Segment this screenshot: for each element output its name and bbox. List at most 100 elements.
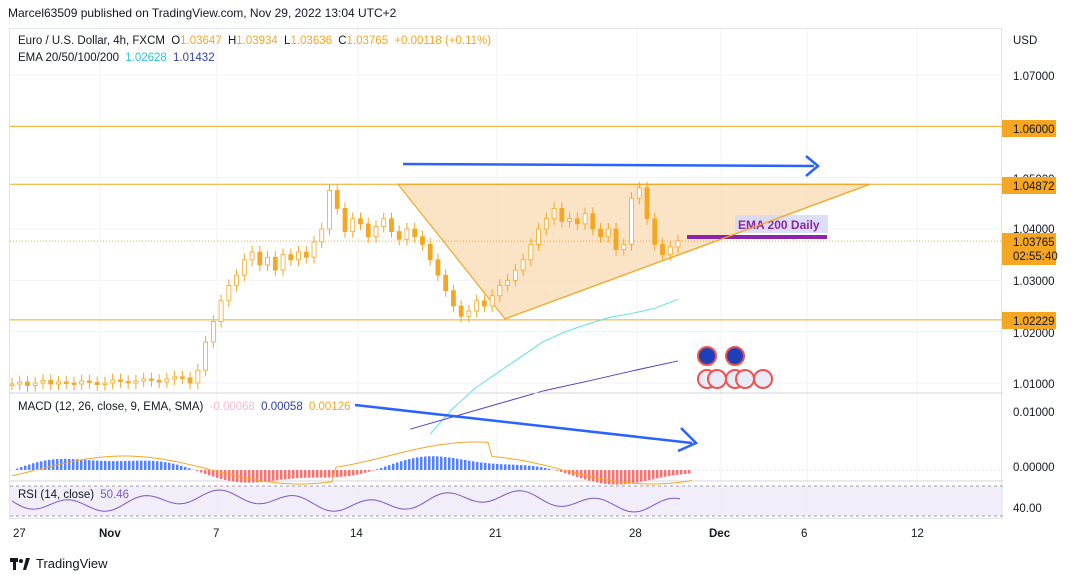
macd-bar [528,465,531,470]
macd-label[interactable]: MACD (12, 26, close, 9, EMA, SMA) [18,401,204,413]
candle-body [481,300,487,307]
date-label: 12 [911,528,924,540]
symbol-title[interactable]: Euro / U.S. Dollar, 4h, FXCM [18,35,165,47]
macd-bar [132,460,135,470]
chart-pane[interactable]: EMA 200 Daily Euro / U.S. Dollar, [9,28,1003,520]
date-label: Dec [709,528,731,540]
macd-bar [44,460,47,470]
candle-body [489,295,495,307]
macd-bar [636,470,639,483]
ema2-value: 1.01432 [173,52,215,64]
macd-bar [444,456,447,470]
level-badge-low[interactable] [1002,312,1056,329]
candle-body [172,376,178,380]
candle-body [94,382,100,385]
rsi-value: 50.46 [100,489,130,501]
candle-body [404,228,410,240]
candle-body [605,228,611,238]
macd-bar [556,470,559,471]
macd-bar [448,457,451,470]
macd-bar [52,459,55,470]
candle-body [528,243,534,261]
macd-bar [60,458,63,470]
vertical-grid [99,29,918,520]
us-flag-icon[interactable] [707,369,727,389]
macd-bar [592,470,595,482]
footer-brand[interactable]: TradingView [10,556,108,571]
last-price-badge[interactable] [1002,233,1056,265]
macd-bar [596,470,599,483]
macd-bar [164,462,167,470]
resistance-arrow[interactable] [402,155,820,177]
macd-bar [432,456,435,470]
candle-body [342,208,348,232]
rsi-label[interactable]: RSI (14, close) [18,489,95,501]
date-label: 28 [629,528,642,540]
macd-bar [524,465,527,470]
us-flag-icon[interactable] [735,369,755,389]
macd-bar [408,459,411,470]
candle-body [234,274,239,286]
macd-bar [188,468,191,470]
economic-event-icons[interactable] [697,346,773,389]
macd-bar [296,470,299,479]
candle-body [210,320,216,343]
macd-bar [688,470,691,474]
macd-bar [616,470,619,485]
macd-bar [288,470,291,479]
level-badge-high-text: 1.06000 [1013,124,1055,136]
macd-bar [644,470,647,481]
candle-body [381,218,387,227]
macd-bar [348,470,351,477]
currency-label: USD [1013,35,1037,47]
price-axis[interactable]: USD 1.07000 1.05000 1.04000 1.03000 1.02… [1002,28,1079,519]
macd-bar [480,462,483,470]
price-tick: 1.07000 [1013,71,1055,83]
us-flag-icon[interactable] [753,369,773,389]
macd-bar [508,464,511,470]
macd-bar [28,464,31,470]
candle-body [148,378,154,381]
macd-bar [404,460,407,470]
macd-bar [128,460,131,470]
macd-bar [640,470,643,482]
macd-bar [424,456,427,470]
ema-200-daily-label-bg [735,215,828,233]
macd-bar [352,470,355,476]
candle-body [497,285,503,297]
candle-body [179,376,185,379]
macd-bar [468,460,471,470]
price-tick: 1.03000 [1013,276,1055,288]
macd-bar [488,463,491,470]
macd-bar [372,470,375,471]
ascending-triangle-pattern[interactable] [396,183,871,320]
candle-body [644,187,650,220]
level-badge-mid[interactable] [1002,177,1056,194]
level-badge-mid-text: 1.04872 [1013,181,1055,193]
macd-bar [516,464,519,470]
candle-body [660,243,665,256]
eu-flag-icon[interactable] [697,346,717,366]
level-badge-high[interactable] [1002,120,1056,137]
macd-bar [160,461,163,470]
low-value: 1.03636 [290,35,333,47]
candle-body [288,254,294,261]
candle-body [102,382,108,385]
eu-flag-icon[interactable] [725,346,745,366]
candle-body [373,226,379,238]
triangle-support-line[interactable] [504,183,871,320]
price-tick: 1.01000 [1013,379,1055,391]
macd-bar [484,462,487,470]
macd-bar [252,470,255,483]
candle-body [412,228,418,238]
ema-label[interactable]: EMA 20/50/100/200 [18,52,120,64]
rsi-line [11,489,681,513]
macd-bar [380,467,383,470]
price-chart-svg[interactable]: EMA 200 Daily [10,29,1003,520]
candle-body [590,213,596,230]
candle-body [350,218,356,232]
macd-bar [268,470,271,482]
macd-bar [208,470,211,476]
macd-divergence-arrow[interactable] [354,403,699,453]
date-axis[interactable]: 27 Nov 7 14 21 28 Dec 6 12 [9,519,1002,545]
